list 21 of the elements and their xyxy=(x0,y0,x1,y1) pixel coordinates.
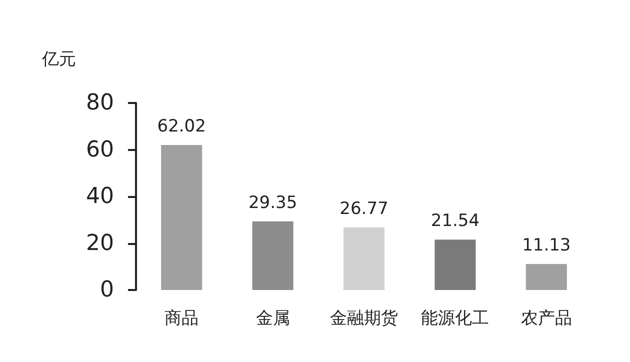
y-tick-label: 0 xyxy=(100,278,114,302)
x-tick-label: 金融期货 xyxy=(330,308,398,328)
bar xyxy=(343,227,385,290)
y-tick-label: 40 xyxy=(86,184,114,209)
bar xyxy=(252,221,294,290)
x-tick-label: 能源化工 xyxy=(421,308,490,328)
data-label: 26.77 xyxy=(340,198,388,219)
x-tick-label: 金属 xyxy=(256,308,290,328)
y-tick-label: 20 xyxy=(86,230,114,256)
y-axis-title: 亿元 xyxy=(41,50,76,70)
data-label: 62.02 xyxy=(157,116,206,137)
x-tick-label: 商品 xyxy=(164,308,199,328)
bar xyxy=(434,240,476,290)
bar xyxy=(526,264,567,290)
y-tick-label: 80 xyxy=(86,90,114,116)
x-tick-label: 农产品 xyxy=(520,308,572,328)
data-label: 29.35 xyxy=(248,192,298,213)
data-label: 11.13 xyxy=(522,235,571,256)
data-label: 21.54 xyxy=(430,211,480,232)
bar xyxy=(161,145,202,290)
y-tick-label: 60 xyxy=(86,137,114,162)
